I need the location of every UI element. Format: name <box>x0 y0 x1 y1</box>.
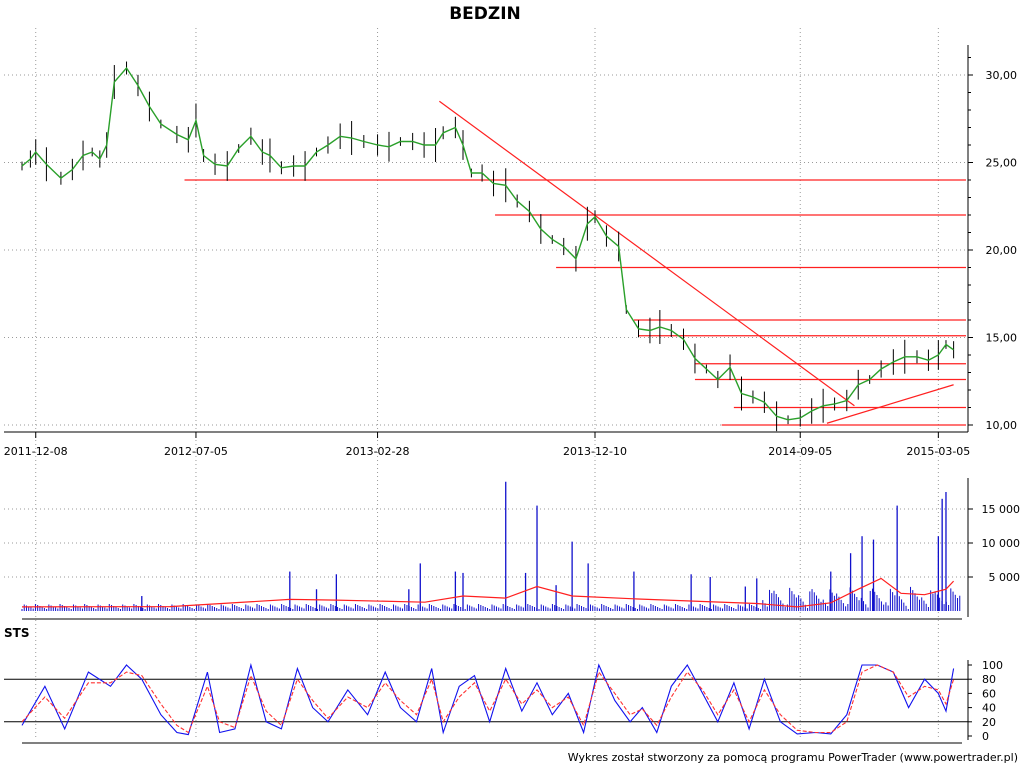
sts-ytick-label: 60 <box>982 687 996 700</box>
sts-ytick-label: 0 <box>982 730 989 743</box>
x-tick-label: 2014-09-05 <box>768 445 832 458</box>
chart-title: BEDZIN <box>449 4 521 24</box>
x-tick-label: 2012-07-05 <box>164 445 228 458</box>
volume-panel: 5 000 10 000 15 000 <box>21 478 1021 620</box>
sts-ytick-label: 100 <box>982 659 1003 672</box>
price-ytick-label: 30,00 <box>986 69 1018 82</box>
sts-ytick-label: 80 <box>982 673 996 686</box>
price-line <box>21 66 955 421</box>
sts-ytick-label: 40 <box>982 702 996 715</box>
downtrend-line <box>438 100 855 407</box>
sts-panel-label: STS <box>4 626 29 640</box>
grid-lines <box>4 28 968 740</box>
volume-ytick-label: 15 000 <box>982 503 1021 516</box>
volume-average-line <box>21 577 955 608</box>
volume-ytick-label: 5 000 <box>989 571 1021 584</box>
volume-ytick-label: 10 000 <box>982 537 1021 550</box>
x-tick-label: 2011-12-08 <box>4 445 68 458</box>
x-tick-label: 2013-02-28 <box>346 445 410 458</box>
x-tick-label: 2013-12-10 <box>563 445 627 458</box>
price-ytick-label: 15,00 <box>986 332 1018 345</box>
x-tick-label: 2015-03-05 <box>906 445 970 458</box>
uptrend-line <box>826 384 954 424</box>
sts-d-line <box>21 664 955 734</box>
price-ytick-label: 20,00 <box>986 244 1018 257</box>
price-panel: 10,00 15,00 20,00 25,00 30,00 2011-12-08 2012-… <box>4 45 1017 458</box>
price-ytick-label: 10,00 <box>986 419 1018 432</box>
price-ytick-label: 25,00 <box>986 157 1018 170</box>
footer-credit: Wykres został stworzony za pomocą progra… <box>568 751 1018 764</box>
sts-ytick-label: 20 <box>982 716 996 729</box>
